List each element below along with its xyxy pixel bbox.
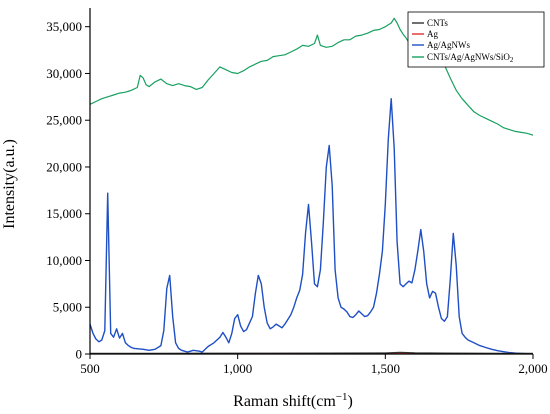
legend-label-ag-agnws: Ag/AgNWs <box>427 40 470 50</box>
x-axis-title: Raman shift(cm−1) <box>233 391 353 410</box>
y-tick-label: 15,000 <box>46 206 82 221</box>
y-tick-label: 25,000 <box>46 113 82 128</box>
x-tick-label: 1,000 <box>223 361 252 376</box>
y-tick-label: 5,000 <box>53 300 82 315</box>
x-axis-title-end: ) <box>348 393 353 410</box>
y-tick-label: 30,000 <box>46 66 82 81</box>
series-line-3 <box>89 17 534 136</box>
legend-label-composite: CNTs/Ag/AgNWs/SiO2 <box>427 52 514 64</box>
y-tick-label: 35,000 <box>46 19 82 34</box>
legend-label-composite-sub: 2 <box>510 56 514 64</box>
axes-layer <box>89 8 533 355</box>
y-axis-title: Intensity(a.u.) <box>1 139 18 229</box>
x-axis-title-main: Raman shift(cm <box>233 393 336 410</box>
y-tick-label: 10,000 <box>46 253 82 268</box>
series-layer <box>89 17 534 355</box>
x-axis-title-sup: −1 <box>336 391 348 403</box>
legend: CNTs Ag Ag/AgNWs CNTs/Ag/AgNWs/SiO2 <box>407 11 545 68</box>
ticks-layer: 0 5,000 10,000 15,000 20,000 25,000 30,000 35,0… <box>46 19 547 376</box>
legend-label-composite-main: CNTs/Ag/AgNWs/SiO <box>427 52 510 62</box>
series-line-0 <box>90 351 533 354</box>
x-tick-label: 1,500 <box>371 361 400 376</box>
series-line-2 <box>89 97 534 355</box>
y-tick-label: 20,000 <box>46 159 82 174</box>
x-tick-label: 500 <box>80 361 100 376</box>
legend-label-ag: Ag <box>427 29 438 39</box>
legend-box <box>407 11 545 68</box>
y-tick-label: 0 <box>76 347 83 362</box>
x-tick-label: 2,000 <box>518 361 547 376</box>
legend-label-cnts: CNTs <box>427 18 448 28</box>
